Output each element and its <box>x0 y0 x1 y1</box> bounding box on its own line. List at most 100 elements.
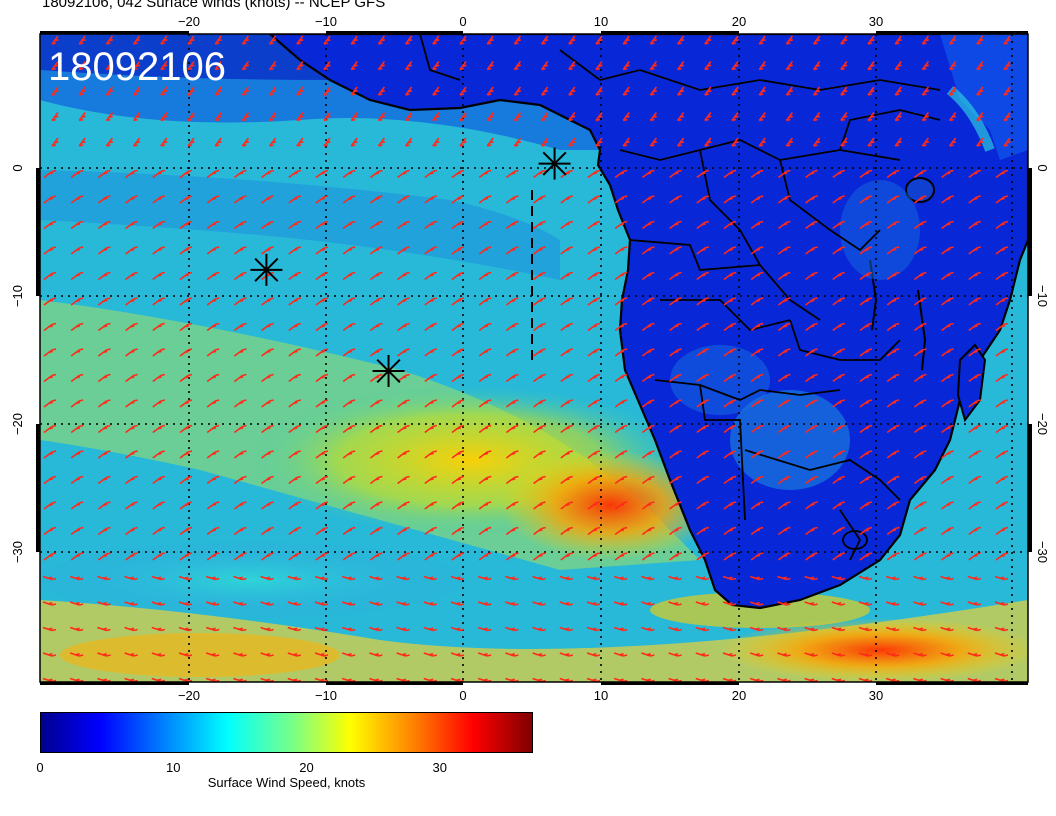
wind-barb-icon <box>288 450 301 459</box>
wind-barb-icon <box>261 195 274 204</box>
wind-barb-icon <box>179 322 193 332</box>
wind-barb-icon <box>613 575 628 581</box>
wind-barb-icon <box>432 112 440 122</box>
wind-barb-icon <box>859 220 873 230</box>
colorbar-title: Surface Wind Speed, knots <box>207 775 366 790</box>
wind-barb-icon <box>622 137 630 147</box>
wind-barb-icon <box>214 61 222 71</box>
wind-barb-icon <box>397 169 410 179</box>
wind-barb-icon <box>696 424 709 434</box>
wind-barb-icon <box>968 450 981 459</box>
wind-barb-icon <box>614 501 628 510</box>
wind-barb-icon <box>478 552 492 561</box>
wind-barb-icon <box>69 575 84 581</box>
wind-barb-icon <box>260 652 274 657</box>
wind-barb-icon <box>70 450 84 459</box>
wind-barb-icon <box>342 220 356 230</box>
wind-barb-icon <box>831 575 845 581</box>
wind-barb-icon <box>913 399 927 408</box>
wind-barb-icon <box>785 61 794 71</box>
wind-barb-icon <box>641 575 655 581</box>
wind-barb-icon <box>125 246 138 255</box>
wind-barb-icon <box>105 86 114 96</box>
wind-barb-icon <box>233 195 247 204</box>
left-lat-label: 0 <box>10 164 25 171</box>
wind-barb-icon <box>397 501 410 510</box>
wind-barb-icon <box>777 626 791 632</box>
wind-barb-icon <box>995 322 1009 332</box>
wind-barb-icon <box>560 348 573 357</box>
storm-marker-icon <box>250 253 283 286</box>
wind-barb-icon <box>369 271 383 281</box>
colorbar-tick-label: 20 <box>299 760 314 775</box>
wind-barb-icon <box>968 169 981 179</box>
wind-barb-icon <box>369 169 383 179</box>
wind-barb-icon <box>314 652 329 657</box>
wind-barb-icon <box>568 112 576 122</box>
wind-barb-icon <box>178 652 193 657</box>
wind-barb-icon <box>42 575 57 581</box>
wind-barb-icon <box>377 86 386 96</box>
wind-barb-icon <box>641 271 655 281</box>
wind-barb-icon <box>913 348 927 357</box>
wind-barb-icon <box>805 297 818 306</box>
wind-barb-icon <box>178 626 193 632</box>
wind-barb-icon <box>749 575 764 581</box>
wind-barb-icon <box>341 626 356 632</box>
wind-barb-icon <box>995 169 1009 179</box>
wind-barb-icon <box>995 220 1009 230</box>
wind-field <box>40 34 1028 682</box>
wind-barb-icon <box>342 399 356 408</box>
wind-barb-icon <box>486 35 494 45</box>
wind-barb-icon <box>125 297 138 306</box>
wind-barb-icon <box>894 61 902 71</box>
wind-barb-icon <box>261 399 274 408</box>
wind-barb-icon <box>913 322 927 332</box>
wind-barb-icon <box>586 652 601 657</box>
wind-barb-icon <box>288 424 301 434</box>
wind-barb-icon <box>723 552 737 561</box>
wind-barb-icon <box>97 475 111 485</box>
wind-barb-icon <box>750 552 764 561</box>
wind-barb-icon <box>560 373 573 383</box>
wind-barb-icon <box>296 112 304 122</box>
wind-barb-icon <box>233 552 247 561</box>
wind-barb-icon <box>948 137 957 147</box>
wind-barb-icon <box>323 86 331 96</box>
wind-barb-icon <box>287 652 301 657</box>
wind-barb-icon <box>948 86 957 96</box>
wind-barb-icon <box>805 501 818 510</box>
wind-barb-icon <box>179 220 193 230</box>
wind-barb-icon <box>505 475 519 485</box>
wind-barb-icon <box>124 652 138 657</box>
wind-barb-icon <box>97 450 111 459</box>
wind-barb-icon <box>668 626 682 632</box>
wind-barb-icon <box>478 475 492 485</box>
wind-barb-icon <box>424 246 437 255</box>
wind-barb-icon <box>450 652 465 657</box>
wind-barb-icon <box>151 626 165 632</box>
wind-barb-icon <box>560 475 573 485</box>
wind-barb-icon <box>288 322 301 332</box>
bottom-lon-labels: −20 −10 0 10 20 30 <box>178 688 883 703</box>
wind-barb-icon <box>397 450 410 459</box>
wind-barb-icon <box>342 322 356 332</box>
wind-barb-icon <box>377 137 386 147</box>
wind-barb-icon <box>913 297 927 306</box>
wind-barb-icon <box>641 552 655 561</box>
wind-barb-icon <box>423 652 437 657</box>
wind-barb-icon <box>832 501 845 510</box>
wind-barb-icon <box>43 246 57 255</box>
wind-barb-icon <box>261 501 274 510</box>
colorbar-gradient <box>41 713 532 752</box>
wind-barb-icon <box>622 112 630 122</box>
wind-barb-icon <box>97 552 111 561</box>
wind-barb-icon <box>560 195 573 204</box>
wind-barb-icon <box>160 137 168 147</box>
wind-barb-icon <box>995 424 1009 434</box>
wind-barb-icon <box>723 526 737 536</box>
wind-barb-icon <box>397 271 410 281</box>
wind-barb-icon <box>641 652 655 657</box>
wind-barb-icon <box>731 61 739 71</box>
wind-barb-icon <box>994 652 1009 657</box>
